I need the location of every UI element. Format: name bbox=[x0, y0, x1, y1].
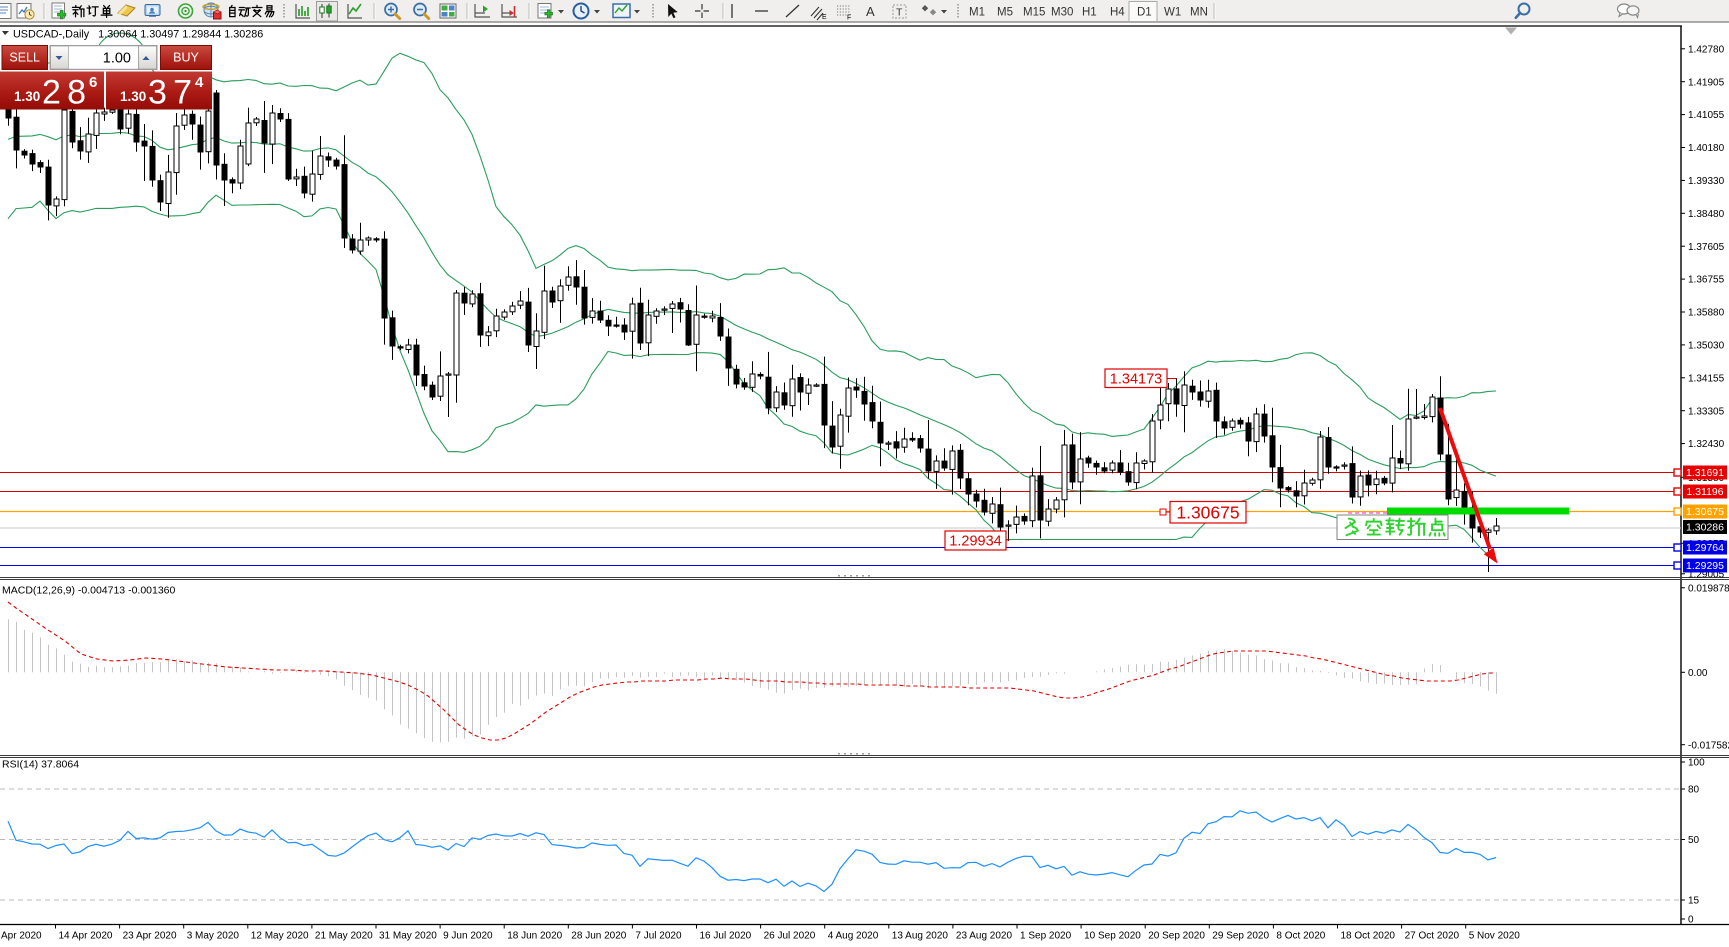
svg-text:16 Jul 2020: 16 Jul 2020 bbox=[700, 931, 752, 942]
svg-text:1.00: 1.00 bbox=[103, 51, 131, 67]
svg-text:Apr 2020: Apr 2020 bbox=[1, 931, 42, 942]
svg-text:6: 6 bbox=[89, 74, 97, 91]
svg-text:1.32430: 1.32430 bbox=[1688, 439, 1725, 450]
svg-text:F: F bbox=[847, 15, 851, 22]
svg-text:50: 50 bbox=[1688, 835, 1700, 846]
svg-text:1.37605: 1.37605 bbox=[1688, 242, 1725, 253]
svg-text:D1: D1 bbox=[1137, 7, 1152, 19]
svg-text:M30: M30 bbox=[1051, 7, 1073, 19]
svg-text:1.34173: 1.34173 bbox=[1110, 371, 1162, 387]
svg-text:10 Sep 2020: 10 Sep 2020 bbox=[1084, 931, 1141, 942]
svg-text:1.35880: 1.35880 bbox=[1688, 308, 1725, 319]
svg-text:26 Jul 2020: 26 Jul 2020 bbox=[764, 931, 816, 942]
svg-text:1.42780: 1.42780 bbox=[1688, 44, 1725, 55]
svg-text:20 Sep 2020: 20 Sep 2020 bbox=[1148, 931, 1205, 942]
svg-text:21 May 2020: 21 May 2020 bbox=[315, 931, 373, 942]
svg-text:MN: MN bbox=[1190, 7, 1208, 19]
svg-text:-0.017582: -0.017582 bbox=[1688, 740, 1729, 751]
svg-text:1.31691: 1.31691 bbox=[1686, 467, 1724, 479]
svg-text:1.29764: 1.29764 bbox=[1686, 542, 1724, 554]
svg-text:13 Aug 2020: 13 Aug 2020 bbox=[892, 931, 949, 942]
svg-text:E: E bbox=[822, 14, 827, 21]
svg-text:BUY: BUY bbox=[173, 51, 199, 65]
svg-text:3 May 2020: 3 May 2020 bbox=[187, 931, 240, 942]
svg-text:80: 80 bbox=[1688, 785, 1700, 796]
svg-text:1.29005: 1.29005 bbox=[1688, 569, 1725, 580]
svg-text:100: 100 bbox=[1688, 758, 1705, 769]
svg-text:1.38480: 1.38480 bbox=[1688, 209, 1725, 220]
svg-text:29 Sep 2020: 29 Sep 2020 bbox=[1212, 931, 1269, 942]
svg-text:4: 4 bbox=[195, 74, 204, 91]
svg-text:1.30675: 1.30675 bbox=[1176, 503, 1239, 523]
svg-text:W1: W1 bbox=[1164, 7, 1181, 19]
svg-text:15: 15 bbox=[1688, 896, 1700, 907]
svg-text:23 Apr 2020: 23 Apr 2020 bbox=[123, 931, 177, 942]
svg-text:1.29934: 1.29934 bbox=[949, 534, 1001, 550]
svg-text:31 May 2020: 31 May 2020 bbox=[379, 931, 437, 942]
svg-text:M1: M1 bbox=[969, 7, 985, 19]
svg-text:1.34155: 1.34155 bbox=[1688, 373, 1725, 384]
svg-text:23 Aug 2020: 23 Aug 2020 bbox=[956, 931, 1013, 942]
svg-text:H1: H1 bbox=[1082, 7, 1097, 19]
svg-text:0: 0 bbox=[1688, 915, 1694, 926]
svg-text:M15: M15 bbox=[1023, 7, 1045, 19]
svg-text:0.019878: 0.019878 bbox=[1688, 583, 1729, 594]
svg-text:27 Oct 2020: 27 Oct 2020 bbox=[1405, 931, 1460, 942]
svg-text:1.29295: 1.29295 bbox=[1686, 560, 1724, 572]
svg-text:1.33305: 1.33305 bbox=[1688, 406, 1725, 417]
svg-text:1.31196: 1.31196 bbox=[1686, 486, 1723, 498]
svg-text:1.30286: 1.30286 bbox=[1686, 522, 1724, 534]
svg-text:9 Jun 2020: 9 Jun 2020 bbox=[443, 931, 493, 942]
svg-text:A: A bbox=[866, 4, 875, 19]
svg-text:H4: H4 bbox=[1110, 7, 1125, 19]
svg-text:7 Jul 2020: 7 Jul 2020 bbox=[635, 931, 682, 942]
svg-text:18 Oct 2020: 18 Oct 2020 bbox=[1341, 931, 1396, 942]
svg-text:0.00: 0.00 bbox=[1688, 668, 1708, 679]
svg-text:1.35030: 1.35030 bbox=[1688, 341, 1725, 352]
svg-text:1.30: 1.30 bbox=[14, 89, 40, 104]
svg-text:USDCAD-,Daily 1.30064 1.3049: USDCAD-,Daily 1.30064 1.30497 1.29844 1.… bbox=[13, 29, 263, 41]
svg-text:5 Nov 2020: 5 Nov 2020 bbox=[1469, 931, 1521, 942]
svg-text:8 Oct 2020: 8 Oct 2020 bbox=[1276, 931, 1325, 942]
svg-text:12 May 2020: 12 May 2020 bbox=[251, 931, 309, 942]
svg-text:28 Jun 2020: 28 Jun 2020 bbox=[571, 931, 626, 942]
svg-text:1.30675: 1.30675 bbox=[1686, 506, 1724, 518]
svg-text:1.40180: 1.40180 bbox=[1688, 143, 1725, 154]
svg-text:1 Sep 2020: 1 Sep 2020 bbox=[1020, 931, 1072, 942]
svg-text:14 Apr 2020: 14 Apr 2020 bbox=[59, 931, 113, 942]
svg-text:18 Jun 2020: 18 Jun 2020 bbox=[507, 931, 562, 942]
svg-text:1.39330: 1.39330 bbox=[1688, 176, 1725, 187]
svg-text:1.36755: 1.36755 bbox=[1688, 275, 1725, 286]
svg-text:1.41055: 1.41055 bbox=[1688, 110, 1725, 121]
svg-text:1.30: 1.30 bbox=[120, 89, 146, 104]
svg-text:4 Aug 2020: 4 Aug 2020 bbox=[828, 931, 879, 942]
svg-text:1.41905: 1.41905 bbox=[1688, 77, 1725, 88]
svg-text:M5: M5 bbox=[997, 7, 1013, 19]
svg-text:RSI(14) 37.8064: RSI(14) 37.8064 bbox=[2, 759, 79, 771]
svg-text:MACD(12,26,9) -0.004713 -0.001: MACD(12,26,9) -0.004713 -0.001360 bbox=[2, 585, 176, 597]
svg-text:SELL: SELL bbox=[9, 51, 40, 65]
svg-text:T: T bbox=[896, 7, 903, 19]
